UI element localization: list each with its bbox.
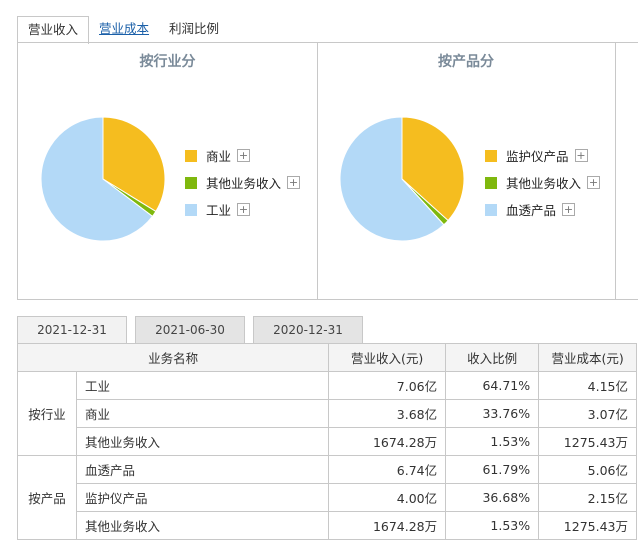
legend-item: 其他业务收入 +	[485, 169, 601, 196]
row-revenue: 6.74亿	[328, 455, 447, 484]
tab-revenue[interactable]: 营业收入	[17, 16, 90, 44]
row-cost: 5.06亿	[538, 455, 637, 484]
row-name: 监护仪产品	[75, 483, 330, 512]
header-revenue: 营业收入(元)	[328, 343, 447, 372]
legend-swatch	[485, 203, 497, 216]
row-ratio: 1.53%	[445, 511, 540, 540]
header-revenue-ratio: 收入比例	[445, 343, 540, 372]
row-name: 其他业务收入	[75, 427, 330, 456]
legend-swatch	[185, 149, 197, 162]
row-name: 其他业务收入	[75, 511, 330, 540]
date-tabs: 2021-12-31 2021-06-30 2020-12-31	[17, 316, 371, 344]
top-tabs: 营业收入 营业成本 利润比例	[17, 16, 229, 44]
revenue-table: 业务名称 营业收入(元) 收入比例 营业成本(元) 按行业 工业 7.06亿 6…	[16, 343, 637, 540]
legend-industry: 商业 + 其他业务收入 + 工业 +	[185, 142, 301, 223]
row-cost: 1275.43万	[538, 511, 637, 540]
row-cost: 4.15亿	[538, 371, 637, 400]
table-row: 其他业务收入 1674.28万 1.53% 1275.43万	[18, 427, 637, 456]
row-revenue: 4.00亿	[328, 483, 447, 512]
legend-swatch	[485, 149, 497, 162]
legend-item: 其他业务收入 +	[185, 169, 301, 196]
expand-plus-icon[interactable]: +	[562, 203, 576, 216]
legend-label: 工业	[206, 203, 232, 218]
table-row: 按产品 血透产品 6.74亿 61.79% 5.06亿	[17, 455, 637, 540]
row-ratio: 1.53%	[445, 427, 540, 456]
row-name: 商业	[75, 399, 330, 428]
expand-plus-icon[interactable]: +	[287, 176, 301, 189]
chart-title-product: 按产品分	[438, 54, 494, 70]
charts-container: 按行业分 商业 + 其他业务收入 + 工业 + 按产品分 监护仪产品 + 其他业务收入 +…	[17, 42, 638, 300]
chart-panel-industry: 按行业分 商业 + 其他业务收入 + 工业 +	[18, 43, 318, 299]
row-revenue: 1674.28万	[328, 427, 447, 456]
group-label: 按行业	[17, 371, 77, 456]
legend-product: 监护仪产品 + 其他业务收入 + 血透产品 +	[485, 142, 601, 223]
chart-title-industry: 按行业分	[139, 54, 196, 70]
table-row: 监护仪产品 4.00亿 36.68% 2.15亿	[18, 483, 637, 512]
tab-cost[interactable]: 营业成本	[99, 21, 150, 36]
legend-item: 工业 +	[185, 196, 300, 223]
pie-slice-0[interactable]	[102, 116, 166, 213]
row-name: 工业	[75, 371, 330, 400]
pie-slice-2[interactable]	[40, 116, 154, 242]
row-ratio: 64.71%	[445, 371, 540, 400]
row-revenue: 3.68亿	[328, 399, 447, 428]
pie-chart-industry	[40, 116, 166, 242]
chart-panel-product: 按产品分 监护仪产品 + 其他业务收入 + 血透产品 +	[317, 43, 616, 299]
table-row: 其他业务收入 1674.28万 1.53% 1275.43万	[18, 511, 637, 540]
row-ratio: 61.79%	[445, 455, 540, 484]
pie-slice-0[interactable]	[401, 116, 465, 222]
date-tab-2021-12-31[interactable]: 2021-12-31	[17, 316, 127, 343]
legend-label: 监护仪产品	[506, 149, 569, 164]
table-row: 按行业 工业 7.06亿 64.71% 4.15亿	[17, 371, 637, 456]
group-label: 按产品	[17, 455, 77, 540]
legend-item: 监护仪产品 +	[485, 142, 600, 169]
legend-label: 血透产品	[506, 203, 557, 218]
legend-swatch	[185, 203, 197, 216]
row-cost: 2.15亿	[538, 483, 637, 512]
tab-profit-ratio[interactable]: 利润比例	[169, 21, 220, 36]
row-revenue: 1674.28万	[328, 511, 447, 540]
table-row: 商业 3.68亿 33.76% 3.07亿	[18, 399, 637, 428]
pie-slice-2[interactable]	[339, 116, 445, 242]
row-cost: 1275.43万	[538, 427, 637, 456]
expand-plus-icon[interactable]: +	[574, 149, 588, 162]
legend-swatch	[185, 176, 197, 189]
legend-label: 其他业务收入	[506, 176, 582, 191]
legend-swatch	[485, 176, 497, 189]
legend-item: 血透产品 +	[485, 196, 600, 223]
legend-label: 其他业务收入	[206, 176, 282, 191]
date-tab-2020-12-31[interactable]: 2020-12-31	[253, 316, 363, 343]
row-revenue: 7.06亿	[328, 371, 447, 400]
row-ratio: 36.68%	[445, 483, 540, 512]
date-tab-2021-06-30[interactable]: 2021-06-30	[135, 316, 245, 343]
pie-chart-product	[339, 116, 465, 242]
row-name: 血透产品	[75, 455, 330, 484]
row-ratio: 33.76%	[445, 399, 540, 428]
legend-label: 商业	[206, 149, 232, 164]
expand-plus-icon[interactable]: +	[237, 149, 251, 162]
expand-plus-icon[interactable]: +	[237, 203, 251, 216]
table-header-row: 业务名称 营业收入(元) 收入比例 营业成本(元)	[16, 343, 637, 372]
row-cost: 3.07亿	[538, 399, 637, 428]
legend-item: 商业 +	[185, 142, 300, 169]
header-business-name: 业务名称	[16, 343, 330, 372]
expand-plus-icon[interactable]: +	[587, 176, 601, 189]
header-cost: 营业成本(元)	[538, 343, 637, 372]
